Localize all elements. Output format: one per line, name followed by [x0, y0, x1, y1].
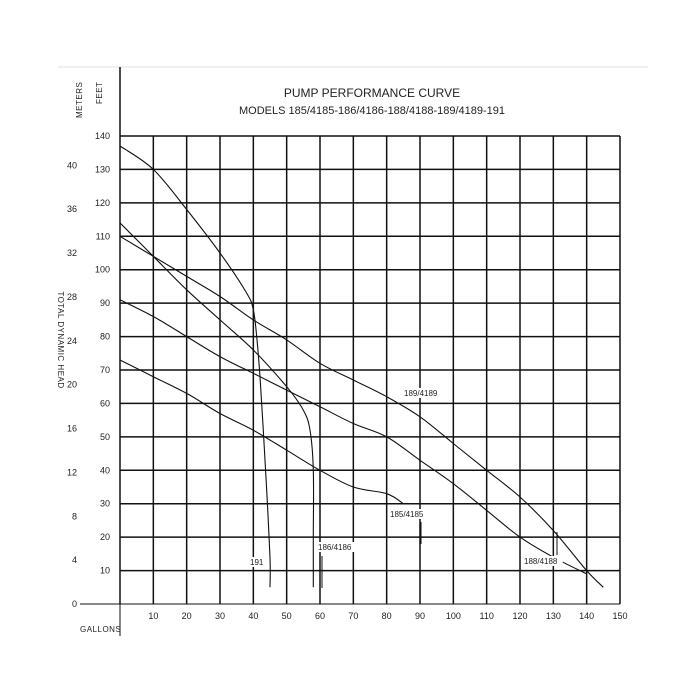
series-labels: 191 186/4186 189/4189 188/4188 185/4185	[248, 388, 563, 588]
meter-tick-label: 0	[72, 599, 77, 609]
x-tick-label: 100	[446, 611, 461, 621]
feet-tick-label: 120	[95, 198, 110, 208]
curves	[119, 145, 604, 588]
meter-tick-label: 28	[67, 292, 77, 302]
feet-tick-label: 90	[100, 298, 110, 308]
feet-tick-label: 70	[100, 365, 110, 375]
x-tick-label: 20	[182, 611, 192, 621]
series-label-bg	[402, 388, 443, 398]
meters-axis-label: METERS	[75, 82, 84, 118]
meter-tick-label: 16	[67, 424, 77, 434]
series-label-bg	[388, 509, 429, 519]
axis-ticks: 10 20 30 40 50 60 70 80 90 100 110 120 130 140 1501020…	[67, 131, 628, 621]
series-label: 186/4186	[318, 543, 352, 552]
feet-tick-label: 40	[100, 465, 110, 475]
x-tick-label: 150	[612, 611, 627, 621]
feet-axis-label: FEET	[95, 82, 104, 104]
meter-tick-label: 4	[72, 555, 77, 565]
meter-tick-label: 40	[67, 160, 77, 170]
series-line-188-4188	[119, 299, 587, 575]
feet-tick-label: 30	[100, 499, 110, 509]
feet-tick-label: 130	[95, 164, 110, 174]
series-label: 185/4185	[390, 510, 424, 519]
x-tick-label: 50	[282, 611, 292, 621]
x-tick-label: 110	[479, 611, 493, 621]
chart-subtitle: MODELS 185/4185-186/4186-188/4188-189/41…	[239, 105, 505, 117]
series-label: 191	[250, 558, 264, 567]
x-tick-label: 120	[512, 611, 527, 621]
x-tick-label: 90	[415, 611, 425, 621]
feet-tick-label: 110	[96, 231, 110, 241]
x-tick-label: 40	[248, 611, 258, 621]
series-label: 188/4188	[524, 557, 558, 566]
series-line-185-4185	[119, 359, 404, 505]
feet-tick-label: 140	[95, 131, 110, 141]
meter-tick-label: 24	[67, 336, 77, 346]
grid	[119, 67, 621, 636]
x-tick-label: 70	[348, 611, 358, 621]
feet-tick-label: 100	[95, 265, 110, 275]
meter-tick-label: 32	[67, 248, 77, 258]
chart-title: PUMP PERFORMANCE CURVE	[284, 86, 460, 100]
feet-tick-label: 10	[100, 566, 110, 576]
series-label-bg	[522, 556, 563, 566]
feet-tick-label: 50	[100, 432, 110, 442]
gallons-axis-label: GALLONS	[80, 625, 121, 634]
feet-tick-label: 60	[100, 398, 110, 408]
x-tick-label: 30	[215, 611, 225, 621]
x-tick-label: 80	[382, 611, 392, 621]
feet-tick-label: 20	[100, 532, 110, 542]
x-tick-label: 60	[315, 611, 325, 621]
feet-tick-label: 80	[100, 332, 110, 342]
x-tick-label: 140	[579, 611, 594, 621]
series-label: 189/4189	[404, 389, 438, 398]
series-line-191	[119, 145, 271, 588]
meter-tick-label: 20	[67, 380, 77, 390]
x-tick-label: 130	[546, 611, 561, 621]
series-line-186-4186	[119, 222, 315, 588]
x-tick-label: 10	[148, 611, 158, 621]
meter-tick-label: 12	[67, 467, 77, 477]
series-label-bg	[248, 557, 266, 567]
meter-tick-label: 8	[72, 511, 77, 521]
series-label-bg	[316, 542, 357, 552]
meter-tick-label: 36	[67, 204, 77, 214]
series-line-189-4189	[119, 235, 604, 588]
total-dynamic-head-label: TOTAL DYNAMIC HEAD	[56, 291, 65, 388]
